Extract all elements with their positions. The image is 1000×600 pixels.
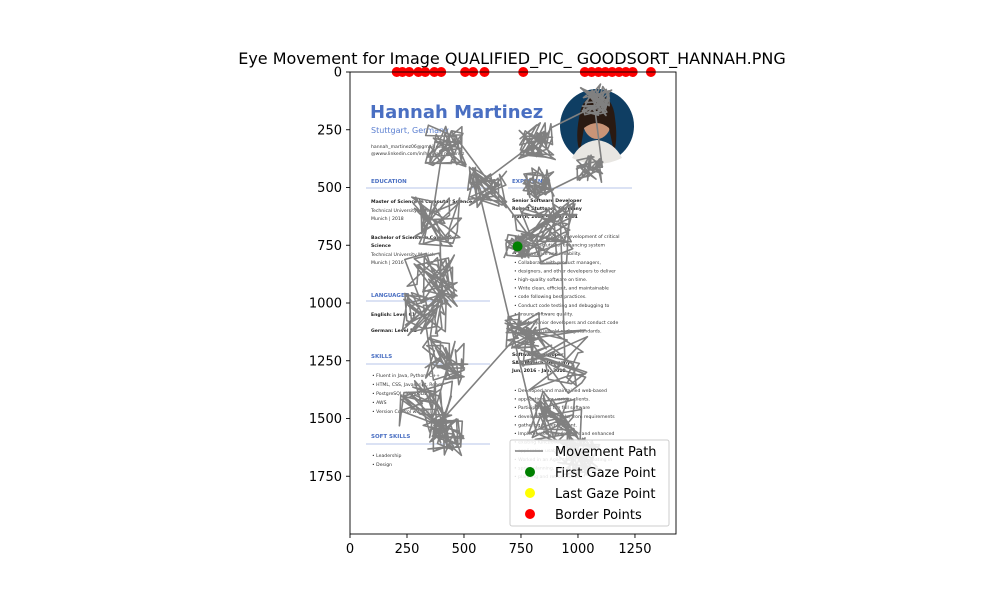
- resume-languages-heading: LANGUAGES: [371, 293, 409, 299]
- resume-bullet: • Write clean, efficient, and maintainab…: [514, 286, 609, 292]
- y-tick-label: 500: [317, 181, 342, 196]
- resume-edu2-place: Munich | 2016: [371, 260, 404, 266]
- resume-bullet: • AWS: [372, 400, 387, 406]
- resume-bullet: • Leadership: [372, 453, 402, 459]
- resume-soft-heading: SOFT SKILLS: [371, 434, 410, 440]
- resume-email: hannah_martinez06@gmail.com: [371, 144, 446, 150]
- resume-soft-list: • Leadership • Design: [372, 453, 402, 468]
- y-tick-label: 1750: [309, 470, 342, 485]
- resume-bullet: • designers, and other developers to del…: [514, 268, 616, 274]
- legend-swatch-border-points: [525, 509, 535, 519]
- legend-swatch-first-gaze: [525, 467, 535, 477]
- legend-box: [509, 439, 670, 527]
- resume-job1-title: Senior Software Developer: [512, 198, 582, 204]
- x-axis: 0 250 500 750 1000 1250: [346, 534, 652, 557]
- resume-bullet: • PostgreSQL, MongoDB: [372, 391, 427, 397]
- resume-bullet: • ensure software quality.: [514, 311, 573, 317]
- resume-name: Hannah Martinez: [370, 102, 543, 123]
- chart-title: Eye Movement for Image QUALIFIED_PIC_ GO…: [238, 49, 786, 69]
- x-tick-label: 250: [395, 542, 420, 557]
- resume-bullet: • Conduct code testing and debugging to: [514, 303, 610, 309]
- x-tick-label: 1000: [561, 542, 594, 557]
- y-tick-label: 1000: [309, 297, 342, 312]
- resume-edu1-degree: Master of Science in Computer Science: [371, 199, 472, 205]
- resume-linkedin: @www.linkedin.com/in/hannah_martinez: [371, 151, 465, 157]
- resume-edu2-degree-2: Science: [371, 243, 391, 249]
- resume-job1-dates: March, 2018 - April, 2024: [512, 214, 578, 220]
- resume-edu2-degree: Bachelor of Science in Computer: [371, 235, 456, 241]
- x-tick-label: 500: [452, 542, 477, 557]
- resume-skills-heading: SKILLS: [371, 354, 392, 360]
- resume-bullet: • Fluent in Java, Python, C++: [372, 373, 440, 379]
- resume-bullet: • Design: [372, 462, 392, 468]
- y-tick-label: 1500: [309, 412, 342, 427]
- resume-edu1-school: Technical University of Munich: [370, 208, 441, 214]
- resume-job1-company: Robert Stuttgart, Germany: [512, 206, 582, 212]
- legend: Movement Path First Gaze Point Last Gaze…: [509, 439, 670, 527]
- resume-lang2: German: Level B2: [371, 328, 417, 334]
- resume-bullet: • HTML, CSS, Javascript, React: [372, 382, 442, 388]
- legend-label-first-gaze: First Gaze Point: [555, 466, 656, 481]
- resume-bullet: • Participated in the full software: [514, 405, 590, 411]
- y-tick-label: 1250: [309, 354, 342, 369]
- legend-label-last-gaze: Last Gaze Point: [555, 487, 655, 502]
- legend-swatch-last-gaze: [525, 488, 535, 498]
- resume-bullet: • Mentor junior developers and conduct c…: [514, 320, 618, 326]
- resume-edu1-place: Munich | 2018: [371, 216, 404, 222]
- x-tick-label: 0: [346, 542, 354, 557]
- movement-path: [398, 83, 613, 477]
- legend-label-border-points: Border Points: [555, 508, 642, 523]
- resume-bullet: • software solutions, enhancing system: [514, 243, 605, 249]
- resume-education-heading: EDUCATION: [371, 179, 407, 185]
- resume-bullet: • code following best practices.: [514, 294, 587, 300]
- y-tick-label: 250: [317, 123, 342, 138]
- resume-bullet: • Developed and maintained web-based: [514, 388, 607, 394]
- y-tick-label: 0: [334, 66, 342, 81]
- resume-bullet: • Lead the design and development of cri…: [514, 234, 620, 240]
- y-tick-label: 750: [317, 239, 342, 254]
- y-axis: 0 250 500 750 1000 1250 1500 1750: [309, 66, 350, 485]
- x-tick-label: 750: [509, 542, 534, 557]
- resume-lang1: English: Level C1: [371, 312, 415, 318]
- resume-bullet: • high-quality software on time.: [514, 277, 587, 283]
- x-tick-label: 1250: [618, 542, 651, 557]
- resume-experience-heading: EXPERIENCE: [512, 179, 550, 185]
- resume-job2-dates: Jun, 2016 - Jan, 2018: [511, 368, 566, 374]
- resume-edu2-school: Technical University Munich: [370, 252, 435, 258]
- first-gaze-point: [512, 241, 523, 252]
- resume-location: Stuttgart, Germany: [371, 126, 449, 135]
- legend-label-movement-path: Movement Path: [555, 445, 657, 460]
- resume-bullet: • performance and reliability.: [514, 251, 581, 257]
- first-gaze-points: [512, 241, 523, 252]
